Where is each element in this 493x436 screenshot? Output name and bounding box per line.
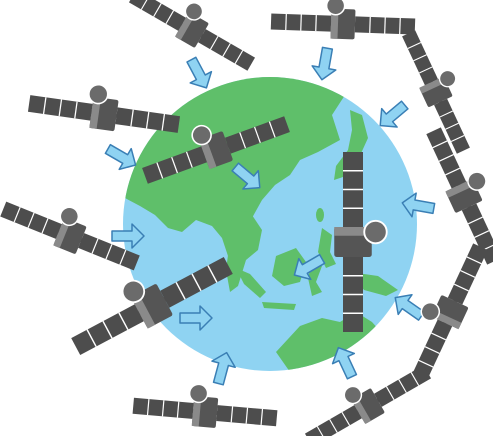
java-landmass (262, 302, 296, 310)
satellite-icon (271, 0, 416, 42)
japan-landmass (334, 110, 368, 180)
taiwan-landmass (316, 208, 324, 222)
earth-globe-icon (123, 77, 417, 371)
philippines-landmass (318, 228, 336, 268)
indochina-landmass (226, 210, 262, 292)
sumatra-landmass (236, 268, 266, 298)
satellite-icon (132, 379, 279, 433)
signal-arrow-icon (309, 45, 340, 83)
signal-arrow-icon (180, 53, 218, 95)
